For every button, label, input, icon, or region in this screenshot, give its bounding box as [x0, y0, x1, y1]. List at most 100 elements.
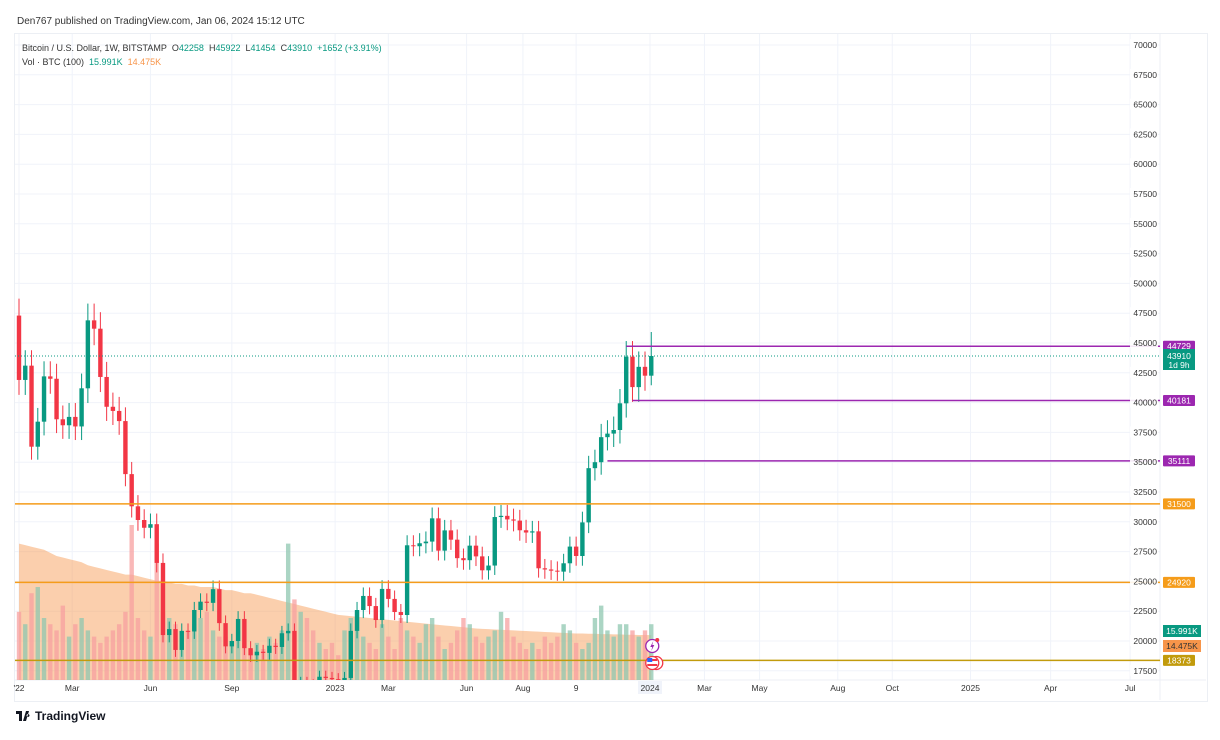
- volume-bar: [98, 642, 103, 680]
- candle-body: [173, 629, 178, 650]
- candle-body: [555, 570, 560, 572]
- price-axis-label-bg: [1130, 486, 1158, 497]
- candle-body: [210, 589, 216, 603]
- volume-bar: [567, 630, 573, 680]
- candle-body: [98, 328, 103, 377]
- volume-bar: [317, 642, 322, 680]
- volume-bar: [630, 630, 635, 680]
- volume-bar: [260, 649, 266, 680]
- volume-bar: [455, 630, 460, 680]
- candle-body: [29, 365, 34, 447]
- candle-body: [442, 530, 447, 551]
- price-axis-label: 45000: [1133, 338, 1157, 348]
- volume-bar: [285, 543, 291, 680]
- candle-body: [511, 519, 516, 521]
- candle-body: [473, 545, 479, 557]
- candle-body: [398, 612, 404, 616]
- candle-body: [305, 683, 309, 685]
- time-axis-label: Oct: [886, 683, 900, 693]
- candle-body: [329, 677, 335, 680]
- candle-body: [429, 518, 435, 542]
- volume-bar: [505, 618, 510, 680]
- high-value: 45922: [215, 43, 241, 53]
- volume-value-tag-bg: [1163, 625, 1201, 637]
- volume-bar: [192, 624, 197, 680]
- us-flag-event-icon[interactable]: [645, 655, 664, 671]
- volume-bar: [185, 630, 191, 680]
- candle-body: [192, 610, 197, 632]
- level-price-tag: 35111: [1168, 456, 1191, 466]
- candle-body: [461, 558, 466, 561]
- volume-bar: [148, 636, 153, 680]
- candle-body: [60, 419, 66, 426]
- lightning-event-icon[interactable]: [645, 638, 660, 654]
- candle-body: [561, 563, 566, 572]
- logo-text: TradingView: [35, 709, 106, 723]
- price-axis-label: 27500: [1133, 547, 1157, 557]
- price-axis-label: 37500: [1133, 427, 1157, 437]
- time-axis-label: 2024: [641, 683, 660, 693]
- price-axis-label-bg: [1130, 575, 1158, 587]
- candle-body: [611, 430, 616, 434]
- candle-body: [592, 462, 598, 469]
- level-price-tag: 18373: [1167, 655, 1191, 665]
- candle-body: [636, 366, 641, 388]
- price-axis-label-bg: [1130, 128, 1158, 140]
- price-axis-label-bg: [1130, 635, 1158, 646]
- volume-bar: [517, 642, 522, 680]
- volume-bar: [404, 630, 410, 680]
- time-axis-label: Mar: [65, 683, 80, 693]
- volume-bar: [429, 618, 435, 680]
- price-axis-label: 55000: [1133, 219, 1157, 229]
- candle-body: [204, 601, 209, 603]
- bar-countdown: 1d 9h: [1168, 360, 1190, 370]
- volume-bar: [29, 593, 34, 680]
- tradingview-logo[interactable]: TradingView: [16, 709, 105, 723]
- volume-bar: [636, 636, 641, 680]
- price-axis-label: 30000: [1133, 517, 1157, 527]
- volume-bar: [66, 636, 72, 680]
- candle-body: [598, 437, 604, 463]
- time-axis-label: Jun: [460, 683, 474, 693]
- volume-bar: [561, 624, 566, 680]
- price-axis-label-bg: [1130, 247, 1158, 259]
- candle-body: [354, 610, 360, 631]
- candle-body: [386, 588, 391, 599]
- volume-bar: [586, 642, 591, 680]
- volume-title[interactable]: Vol · BTC (100): [22, 57, 85, 67]
- volume-bar: [248, 649, 253, 680]
- volume-bar: [386, 636, 391, 680]
- volume-bar: [361, 636, 366, 680]
- time-axis-label: Jul: [1125, 683, 1136, 693]
- volume-bar: [548, 642, 554, 680]
- volume-bar: [154, 543, 159, 680]
- candle-body: [436, 518, 441, 551]
- price-axis-label-bg: [1130, 277, 1158, 289]
- candle-body: [135, 506, 141, 521]
- volume-bar: [60, 605, 66, 680]
- price-axis-label-bg: [1130, 664, 1158, 676]
- volume-bar: [354, 611, 360, 680]
- time-axis-label: Aug: [515, 683, 530, 693]
- low-value: 41454: [250, 43, 276, 53]
- level-price-tag: 31500: [1167, 499, 1191, 509]
- candle-body: [23, 365, 28, 380]
- price-axis-label: 52500: [1133, 249, 1157, 259]
- candle-body: [217, 589, 222, 624]
- time-axis-label: May: [752, 683, 769, 693]
- price-axis-label: 62500: [1133, 129, 1157, 139]
- chart-frame[interactable]: [14, 33, 1208, 702]
- symbol-title[interactable]: Bitcoin / U.S. Dollar, 1W, BITSTAMP: [22, 43, 167, 53]
- price-axis-label: 32500: [1133, 487, 1157, 497]
- candle-body: [448, 530, 454, 540]
- volume-bar: [179, 642, 184, 680]
- level-price-tag-bg: [1163, 654, 1195, 666]
- candle-body: [235, 618, 241, 641]
- volume-legend-row: Vol · BTC (100) 15.991K 14.475K: [22, 55, 382, 69]
- candle-body: [455, 539, 460, 559]
- candle-body: [229, 641, 235, 647]
- candle-body: [260, 651, 266, 653]
- level-price-tag-bg: [1163, 340, 1195, 352]
- level-price-tag: 24920: [1167, 577, 1191, 587]
